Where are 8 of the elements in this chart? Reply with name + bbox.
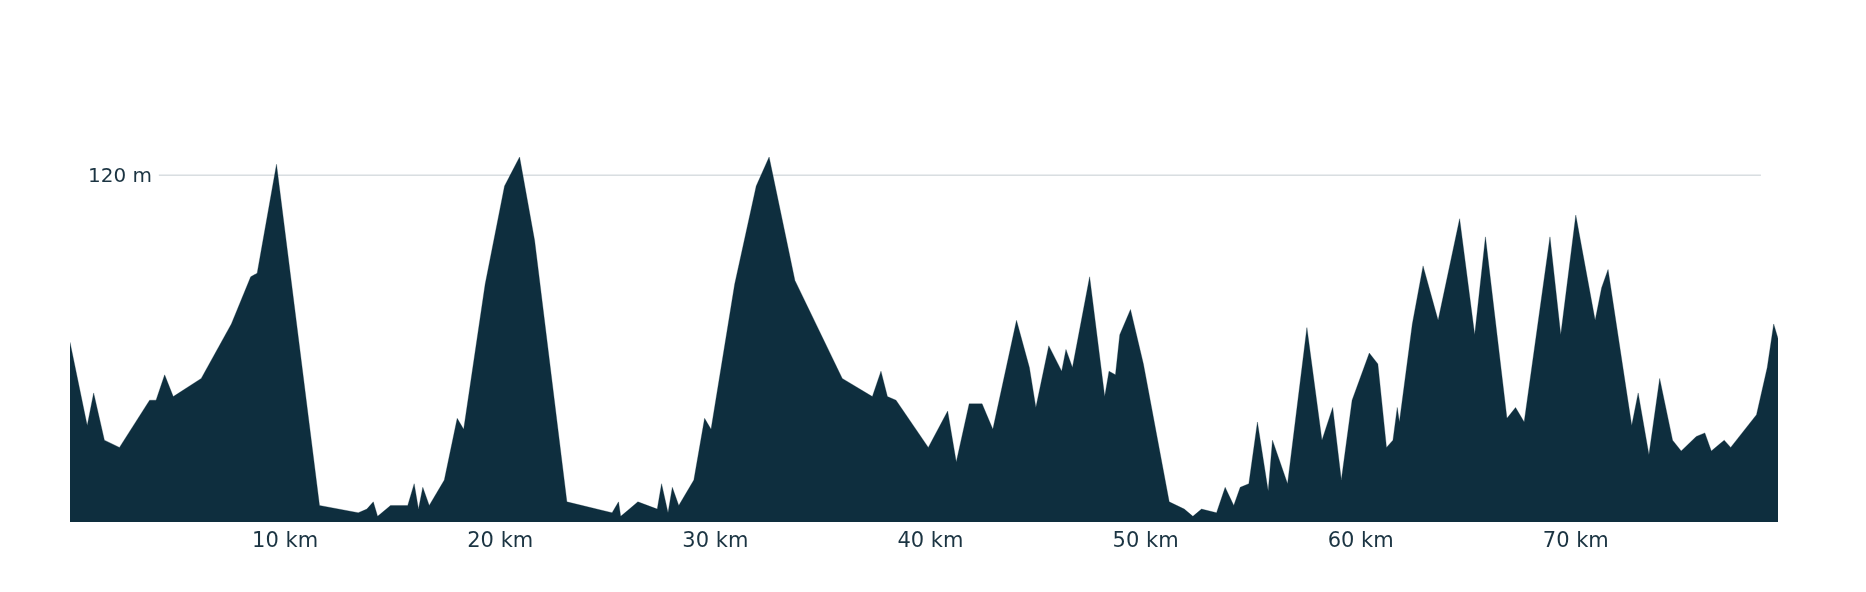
x-tick-label: 60 km bbox=[1327, 528, 1394, 553]
ref-line-label: 120 m bbox=[88, 163, 153, 187]
x-tick-label: 20 km bbox=[467, 528, 534, 553]
x-tick-label: 50 km bbox=[1112, 528, 1179, 553]
x-tick-label: 30 km bbox=[682, 528, 749, 553]
x-tick-label: 70 km bbox=[1542, 528, 1609, 553]
x-tick-label: 10 km bbox=[252, 528, 319, 553]
x-tick-label: 40 km bbox=[897, 528, 964, 553]
